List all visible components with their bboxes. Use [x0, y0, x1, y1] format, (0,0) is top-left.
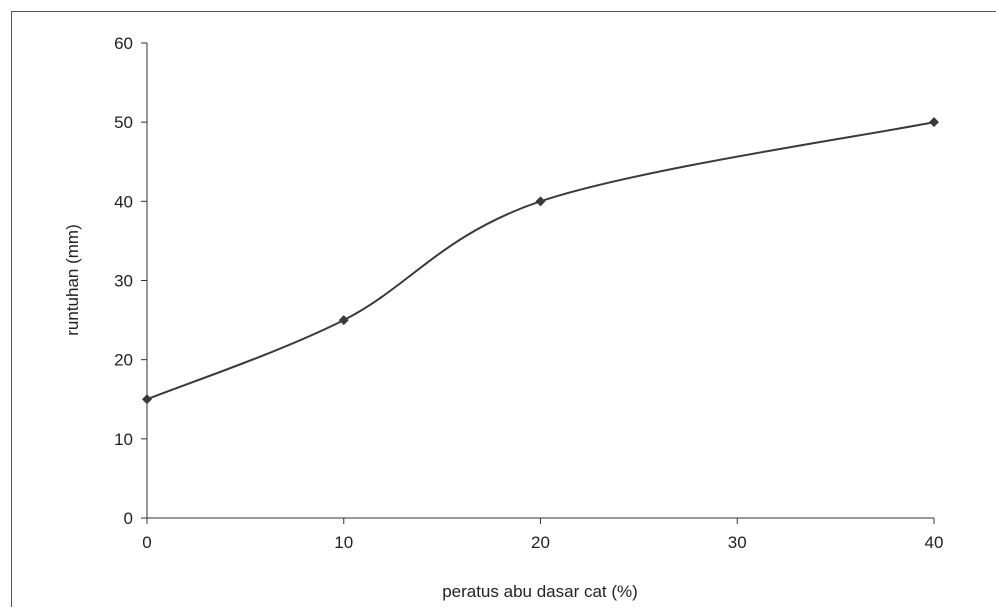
x-tick-label: 30 — [728, 533, 747, 552]
y-tick-label: 60 — [114, 34, 133, 53]
x-tick-label: 0 — [142, 533, 151, 552]
x-tick-label: 10 — [334, 533, 353, 552]
x-axis-title: peratus abu dasar cat (%) — [442, 582, 638, 601]
y-tick-label: 10 — [114, 430, 133, 449]
y-tick-label: 50 — [114, 113, 133, 132]
y-tick-label: 0 — [124, 509, 133, 528]
y-axis-title: runtuhan (mm) — [63, 224, 82, 335]
x-tick-label: 40 — [925, 533, 944, 552]
y-tick-label: 30 — [114, 272, 133, 291]
y-tick-label: 40 — [114, 192, 133, 211]
y-tick-label: 20 — [114, 351, 133, 370]
x-tick-label: 20 — [531, 533, 550, 552]
